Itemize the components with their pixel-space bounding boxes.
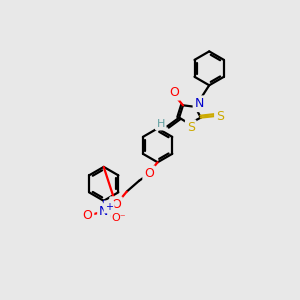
Text: S: S (187, 121, 195, 134)
Text: +: + (105, 202, 113, 212)
Text: N: N (99, 205, 108, 218)
Text: O⁻: O⁻ (112, 214, 126, 224)
Text: O: O (169, 86, 179, 99)
Text: N: N (194, 97, 204, 110)
Text: O: O (82, 209, 92, 222)
Text: H: H (157, 119, 165, 129)
Text: S: S (216, 110, 224, 123)
Text: O: O (144, 167, 154, 180)
Text: O: O (111, 198, 121, 211)
